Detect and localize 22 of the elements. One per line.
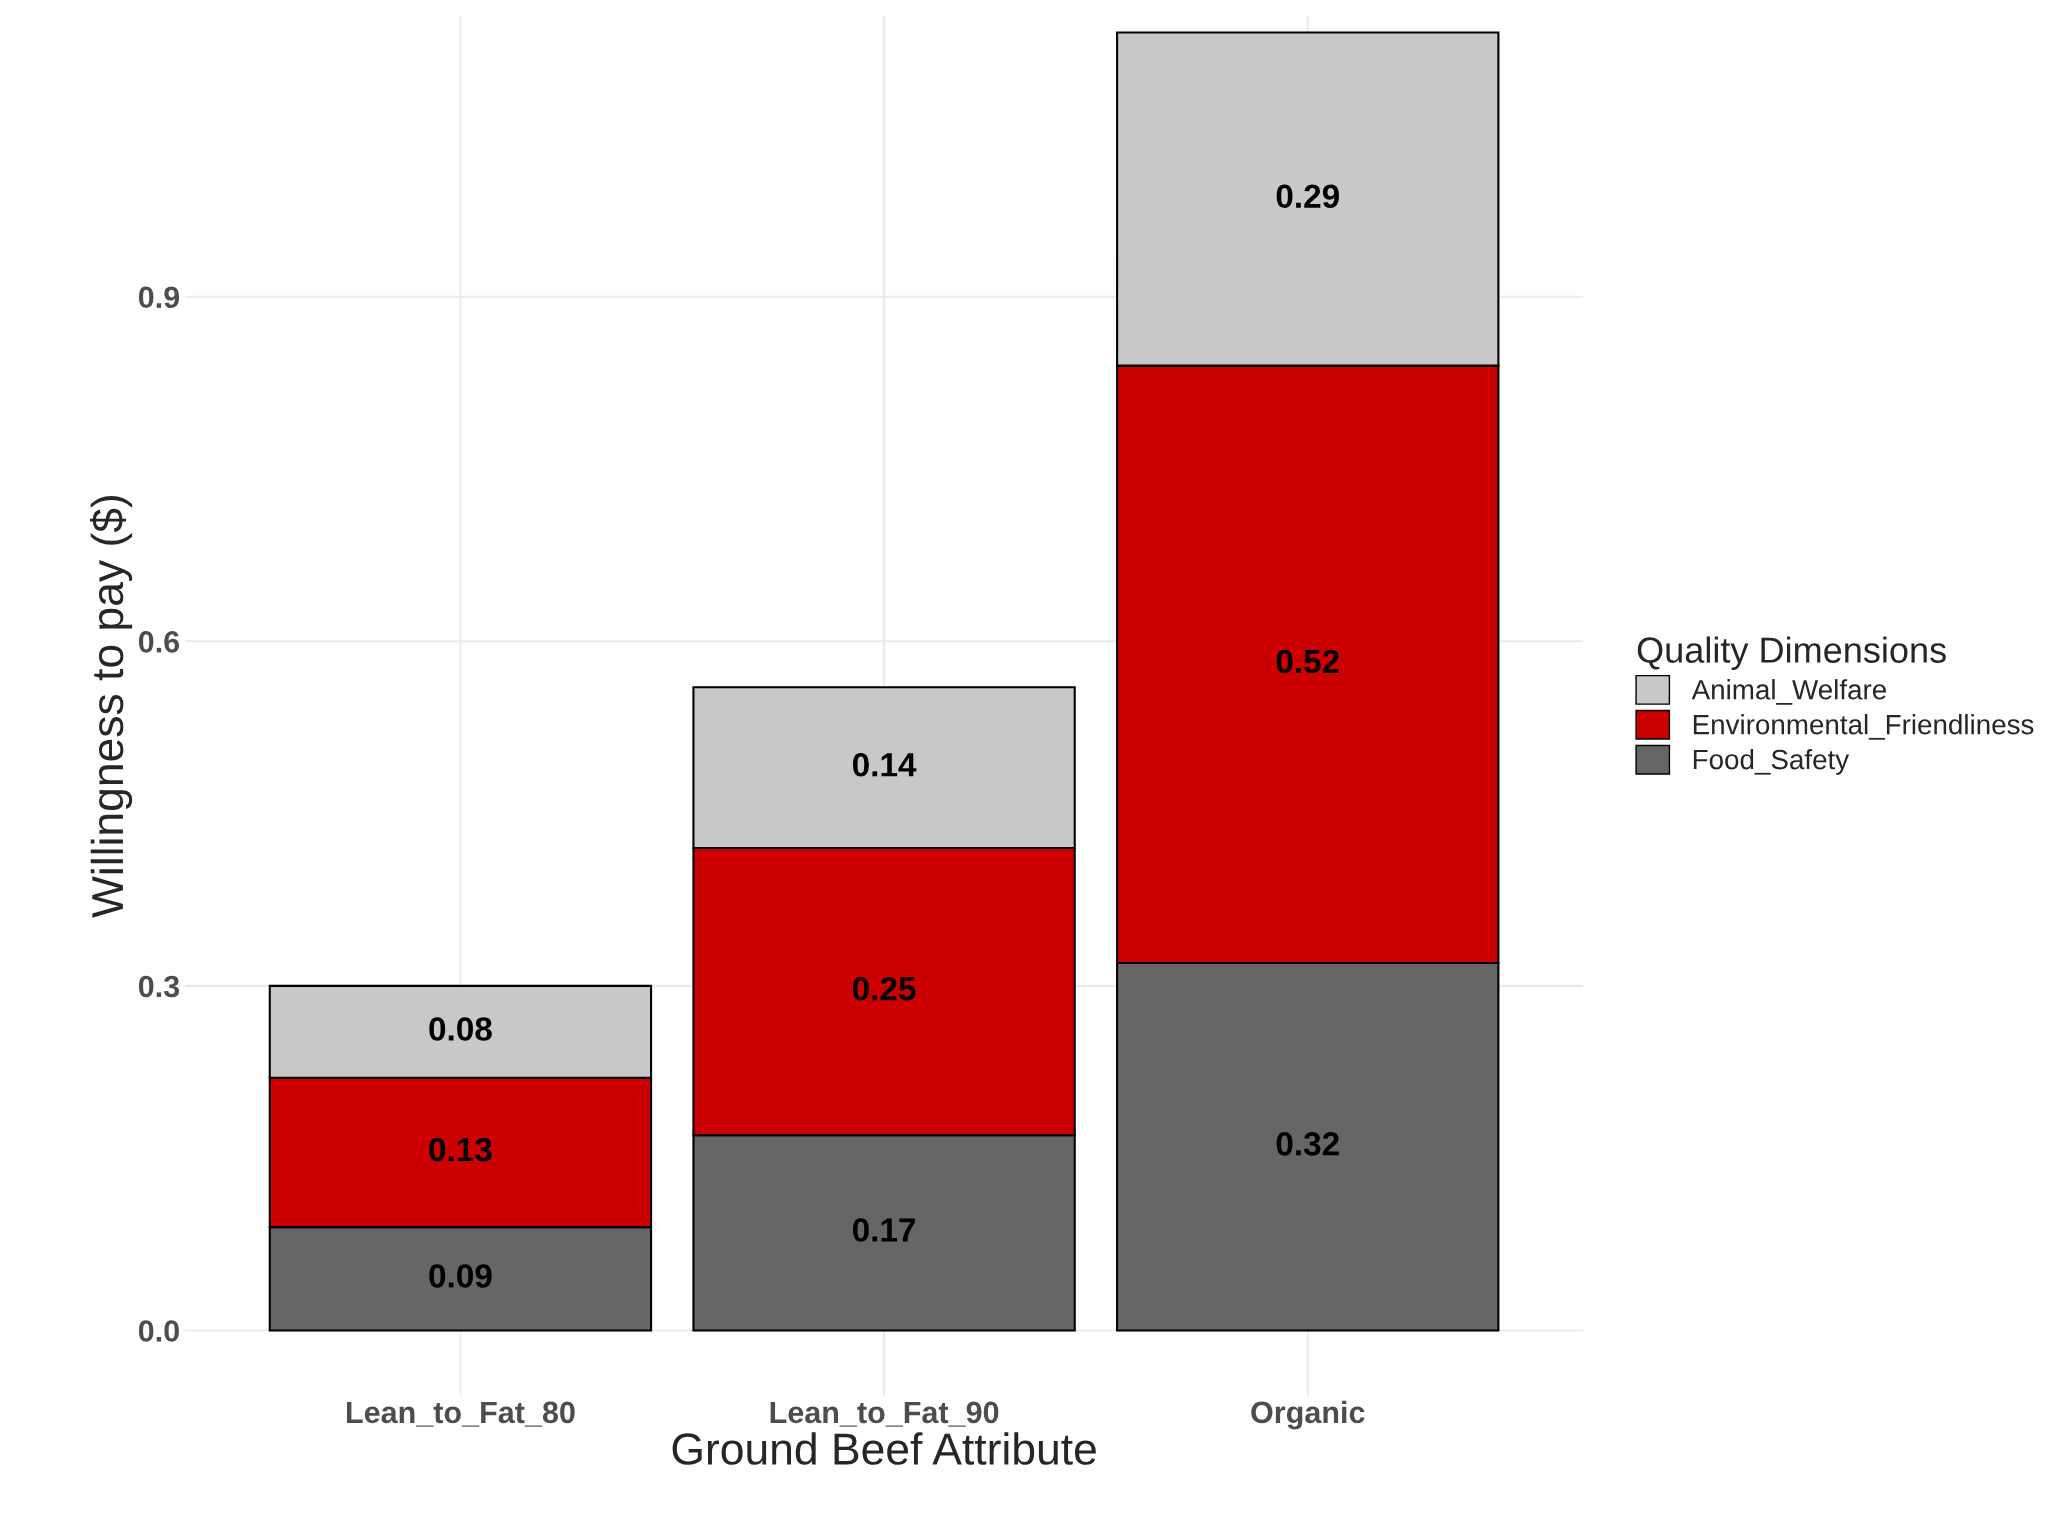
data-label: 0.09 <box>429 1264 492 1288</box>
x-tick-label: Organic <box>1251 1400 1365 1430</box>
data-label: 0.32 <box>1276 1132 1339 1156</box>
data-label: 0.52 <box>1276 649 1339 674</box>
data-label: 0.14 <box>852 753 917 777</box>
y-tick-label: 0.3 <box>138 975 180 998</box>
data-label: 0.29 <box>1276 184 1339 209</box>
x-tick-label: Lean_to_Fat_90 <box>770 1401 999 1427</box>
data-label: 0.25 <box>852 976 916 1001</box>
x-tick-label: Lean_to_Fat_80 <box>347 1401 575 1427</box>
legend-label: Food_Safety <box>1693 748 1850 775</box>
legend-label: Animal_Welfare <box>1691 679 1886 705</box>
y-tick-label: 0.6 <box>138 631 180 653</box>
legend-label: Environmental_Friendliness <box>1693 714 2034 740</box>
y-tick-label: 0.0 <box>138 1320 179 1342</box>
data-label: 0.17 <box>852 1218 916 1242</box>
y-tick-label: 0.9 <box>138 286 180 309</box>
y-axis-title: Willingness to pay ($) <box>90 495 133 918</box>
legend-title: Quality Dimensions <box>1637 636 1946 671</box>
x-axis-title: Ground Beef Attribute <box>672 1432 1096 1465</box>
data-label: 0.13 <box>429 1137 492 1162</box>
data-label: 0.08 <box>429 1017 492 1041</box>
